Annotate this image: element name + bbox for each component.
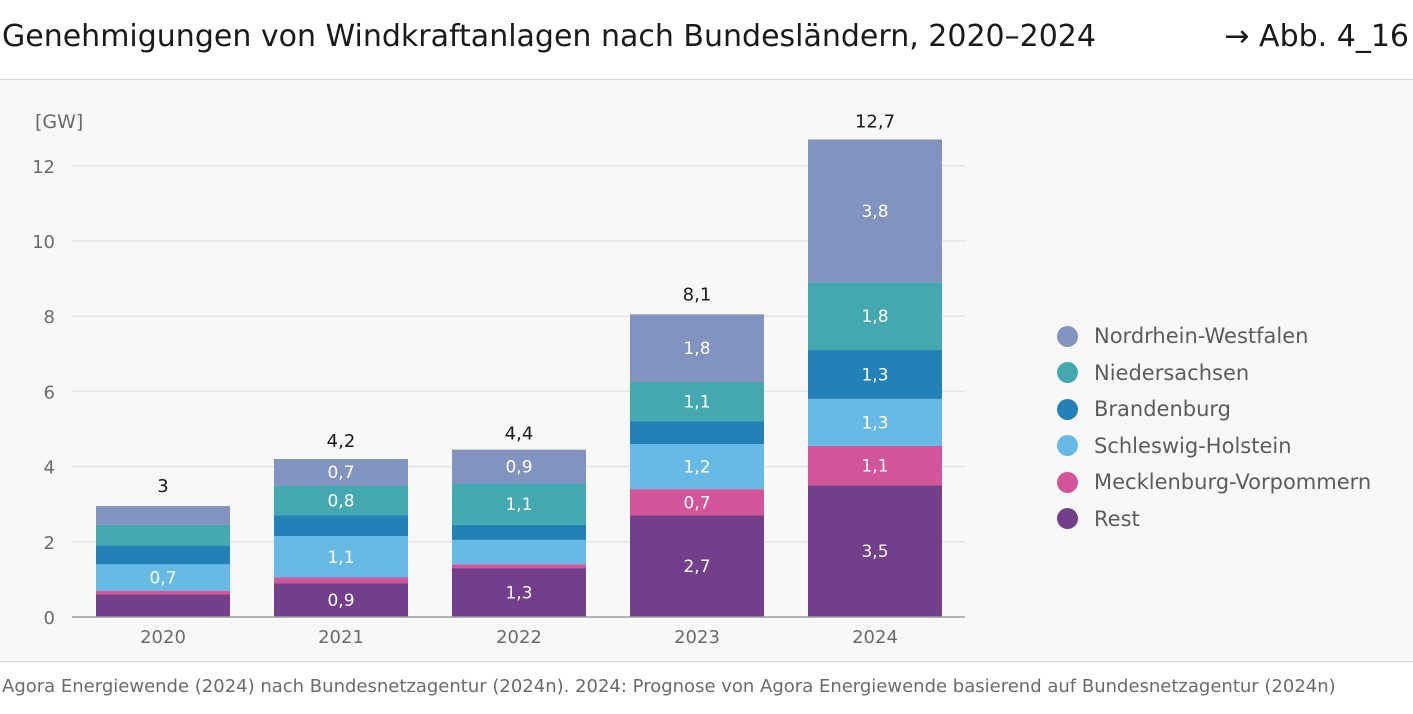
header: Genehmigungen von Windkraftanlagen nach … [0, 0, 1413, 80]
legend-item: Nordrhein-Westfalen [1057, 318, 1371, 355]
legend-label: Niedersachsen [1094, 360, 1250, 385]
data-label: 1,2 [683, 458, 710, 478]
legend-swatch [1057, 325, 1078, 347]
y-tick-label: 4 [44, 458, 55, 479]
data-label: 1,1 [683, 393, 710, 413]
data-label: 0,9 [327, 591, 354, 611]
data-label: 2,7 [683, 557, 710, 577]
bar-segment [96, 590, 230, 595]
total-label: 12,7 [855, 111, 895, 132]
chart-title: Genehmigungen von Windkraftanlagen nach … [2, 19, 1096, 54]
total-label: 4,2 [327, 431, 356, 452]
bar-segment [96, 524, 230, 546]
bar-segment [808, 445, 942, 486]
bar-segment [630, 314, 764, 382]
data-label: 0,7 [327, 463, 354, 483]
bar-segment [452, 564, 586, 569]
bar-segment [96, 545, 230, 565]
bar-segment [96, 564, 230, 591]
legend-swatch [1057, 398, 1078, 420]
bar-segment [452, 449, 586, 484]
y-tick-label: 6 [44, 382, 55, 403]
legend-label: Schleswig-Holstein [1094, 433, 1292, 458]
bar-segment [452, 568, 586, 617]
y-tick-label: 8 [44, 307, 55, 328]
data-label: 0,7 [149, 569, 176, 589]
data-label: 3,5 [861, 542, 888, 562]
bar-segment [274, 515, 408, 537]
figure-reference: → Abb. 4_16 [1224, 19, 1409, 54]
bar-segment [274, 583, 408, 617]
x-tick-label: 2024 [852, 627, 898, 648]
data-label: 1,3 [861, 365, 888, 385]
total-label: 3 [157, 476, 168, 497]
bar-segment [452, 524, 586, 540]
x-tick-label: 2020 [140, 627, 186, 648]
source-note: Agora Energiewende (2024) nach Bundesnet… [2, 676, 1336, 697]
bar-segment [274, 536, 408, 578]
bar-segment [808, 282, 942, 351]
legend-item: Mecklenburg-Vorpommern [1057, 464, 1371, 501]
x-tick-label: 2023 [674, 627, 720, 648]
data-label: 1,8 [683, 339, 710, 359]
legend-swatch [1057, 471, 1078, 493]
data-label: 3,8 [861, 202, 888, 222]
data-label: 1,3 [505, 584, 532, 604]
y-tick-label: 10 [32, 232, 55, 253]
bar-segment [808, 139, 942, 283]
bar-segment [630, 489, 764, 516]
legend-label: Mecklenburg-Vorpommern [1094, 470, 1372, 495]
total-label: 8,1 [683, 284, 712, 305]
y-tick-label: 12 [32, 157, 55, 178]
data-label: 0,7 [683, 493, 710, 513]
data-label: 1,8 [861, 307, 888, 327]
legend-label: Nordrhein-Westfalen [1094, 324, 1309, 349]
bar-segment [274, 485, 408, 516]
bar-segment [274, 459, 408, 486]
data-label: 0,8 [327, 491, 354, 511]
data-label: 0,9 [505, 458, 532, 478]
total-label: 4,4 [505, 424, 534, 445]
x-tick-label: 2022 [496, 627, 542, 648]
legend: Nordrhein-Westfalen Niedersachsen Brandenb… [1057, 318, 1371, 537]
legend-item: Schleswig-Holstein [1057, 428, 1371, 465]
x-tick-label: 2021 [318, 627, 364, 648]
legend-item: Niedersachsen [1057, 355, 1371, 392]
bar-segment [96, 506, 230, 525]
bar-segment [452, 483, 586, 525]
legend-item: Rest [1057, 501, 1371, 538]
legend-swatch [1057, 508, 1078, 530]
legend-label: Rest [1094, 506, 1140, 531]
bar-segment [630, 382, 764, 422]
data-label: 1,1 [505, 495, 532, 515]
bar-segment [630, 515, 764, 617]
legend-swatch [1057, 362, 1078, 384]
y-tick-label: 2 [44, 533, 55, 554]
bar-segment [452, 539, 586, 565]
legend-item: Brandenburg [1057, 391, 1371, 428]
bar-segment [808, 485, 942, 617]
bar-segment [96, 594, 230, 617]
bar-segment [274, 577, 408, 584]
data-label: 1,1 [861, 457, 888, 477]
bar-segment [630, 421, 764, 445]
bar-segment [630, 444, 764, 490]
bar-segment [808, 398, 942, 446]
y-tick-label: 0 [44, 608, 55, 629]
data-label: 1,3 [861, 413, 888, 433]
bar-segment [808, 350, 942, 399]
data-label: 1,1 [327, 548, 354, 568]
legend-swatch [1057, 435, 1078, 457]
y-axis-label: [GW] [35, 111, 83, 133]
legend-label: Brandenburg [1094, 397, 1232, 422]
